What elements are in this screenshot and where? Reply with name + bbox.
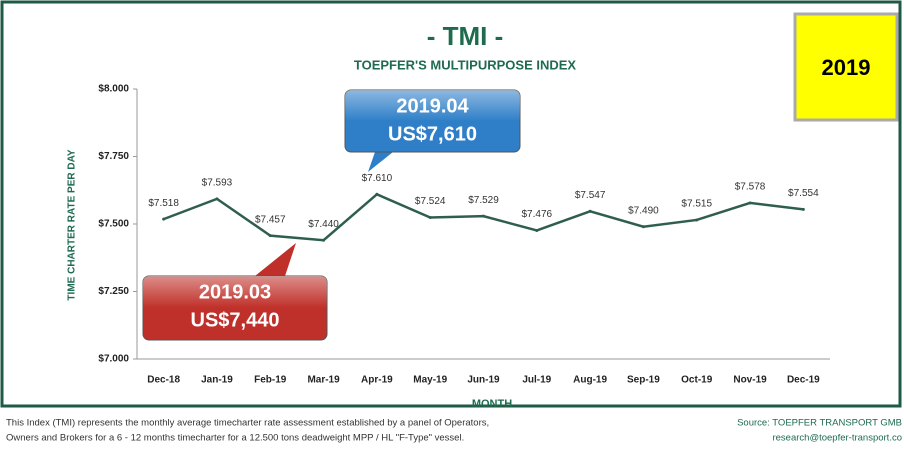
data-label: $7.529 [468,195,499,206]
year-badge [793,12,899,122]
callout-pointer [368,152,393,172]
y-tick-label: $7.750 [98,151,129,162]
chart-subtitle: TOEPFER'S MULTIPURPOSE INDEX [354,57,577,72]
data-point [215,197,219,201]
data-point [268,234,272,238]
data-label: $7.524 [415,196,446,207]
callout-text: US$7,440 [191,309,280,331]
data-label: $7.578 [735,182,766,193]
callout-text: 2019.04 [396,95,469,117]
year-badge-text: 2019 [822,55,871,80]
x-tick-label: Oct-19 [681,375,713,386]
footnote: This Index (TMI) represents the monthly … [6,418,489,429]
data-point [588,209,592,213]
callout-pointer [255,243,296,276]
data-point [322,238,326,242]
source: research@toepfer-transport.co [772,433,902,444]
callout-shine [143,276,327,340]
x-tick-label: Sep-19 [627,375,660,386]
data-point [695,218,699,222]
data-label: $7.476 [522,209,553,220]
callout-shine [345,90,520,152]
data-point [748,201,752,205]
x-tick-label: Feb-19 [254,375,287,386]
data-point [801,207,805,211]
data-point [162,217,166,221]
chart-title: - TMI - [427,21,504,51]
x-tick-label: Nov-19 [733,375,767,386]
callout-text: 2019.03 [199,281,271,303]
footnote: Owners and Brokers for a 6 - 12 months t… [6,433,464,444]
data-point [428,216,432,220]
x-tick-label: Dec-19 [787,375,820,386]
data-point [375,192,379,196]
data-label: $7.515 [681,199,712,210]
x-tick-label: Dec-18 [147,375,180,386]
data-point [482,214,485,218]
data-label: $7.518 [148,198,179,209]
x-axis-label: MONTH [472,398,512,410]
data-label: $7.457 [255,214,286,225]
x-tick-label: Jun-19 [467,375,500,386]
y-axis-label: TIME CHARTER RATE PER DAY [67,149,78,300]
y-tick-label: $7.250 [98,286,129,297]
source: Source: TOEPFER TRANSPORT GMB [737,418,902,429]
x-tick-label: Apr-19 [361,375,393,386]
data-label: $7.490 [628,205,659,216]
data-label: $7.547 [575,190,606,201]
x-tick-label: Jul-19 [522,375,551,386]
data-label: $7.610 [362,173,393,184]
data-point [641,225,645,229]
data-label: $7.554 [788,188,819,199]
data-label: $7.593 [202,178,233,189]
y-tick-label: $7.000 [98,354,129,365]
data-point [535,228,539,232]
x-tick-label: May-19 [413,375,447,386]
data-label: $7.440 [308,219,339,230]
y-tick-label: $7.500 [98,219,129,230]
x-tick-label: Jan-19 [201,375,233,386]
x-tick-label: Aug-19 [573,375,607,386]
callout-text: US$7,610 [388,123,477,145]
x-tick-label: Mar-19 [307,375,340,386]
y-tick-label: $8.000 [98,84,129,95]
